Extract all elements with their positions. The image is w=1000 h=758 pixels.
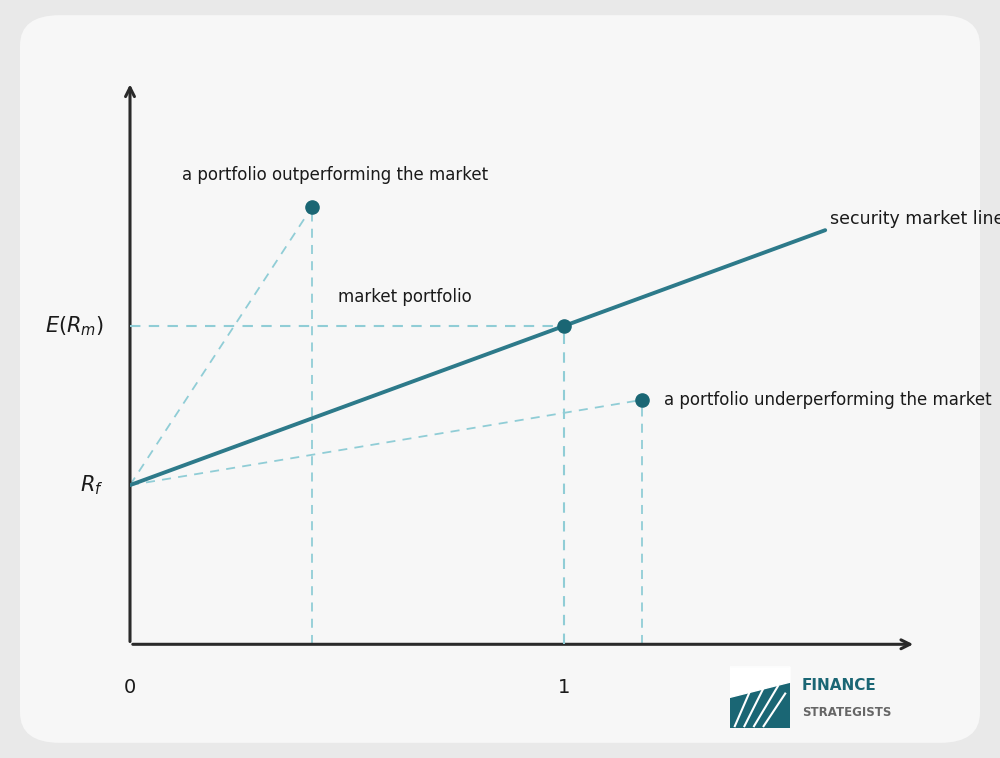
Text: a portfolio outperforming the market: a portfolio outperforming the market xyxy=(182,166,488,183)
Polygon shape xyxy=(730,667,790,697)
Text: a portfolio underperforming the market: a portfolio underperforming the market xyxy=(664,391,992,409)
Text: STRATEGISTS: STRATEGISTS xyxy=(802,706,891,719)
Text: β: β xyxy=(920,675,937,700)
Point xyxy=(634,394,650,406)
FancyBboxPatch shape xyxy=(730,667,790,728)
Text: security market line: security market line xyxy=(830,210,1000,228)
Point xyxy=(556,320,572,332)
Text: market portfolio: market portfolio xyxy=(338,288,472,306)
Text: 1: 1 xyxy=(558,678,570,697)
Point xyxy=(304,200,320,212)
Text: $R_f$: $R_f$ xyxy=(80,473,104,497)
Text: $E(R_m)$: $E(R_m)$ xyxy=(45,314,104,338)
Text: FINANCE: FINANCE xyxy=(802,678,877,694)
Text: 0: 0 xyxy=(124,678,136,697)
